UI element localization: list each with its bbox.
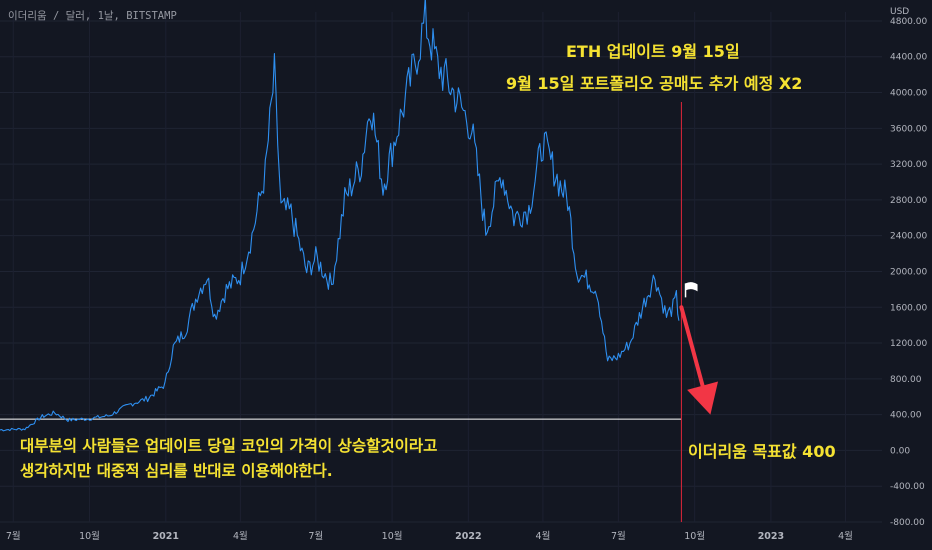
y-tick-label: 3200.00	[890, 160, 927, 170]
x-axis: 7월 10월 2021 4월 7월 10월 2022 4월 7월 10월 2023 4월	[6, 530, 853, 542]
y-tick-label: 0.00	[890, 446, 910, 456]
price-series-line	[0, 0, 680, 432]
x-gridlines	[12, 12, 847, 522]
annotation-update-date: ETH 업데이트 9월 15일	[566, 42, 740, 61]
y-tick-label: 2800.00	[890, 196, 927, 206]
x-tick-label: 4월	[233, 530, 248, 542]
annotation-short-plan: 9월 15일 포트폴리오 공매도 추가 예정 X2	[506, 74, 803, 93]
symbol-title: 이더리움 / 달러, 1날, BITSTAMP	[8, 10, 177, 22]
y-tick-label: 800.00	[890, 375, 922, 385]
y-tick-label: 4000.00	[890, 89, 927, 99]
x-tick-label: 7월	[308, 530, 323, 542]
flag-group	[684, 282, 698, 298]
down-arrow-icon	[679, 305, 705, 388]
x-tick-label: 10월	[79, 530, 100, 542]
x-tick-label: 10월	[382, 530, 403, 542]
y-tick-label: -400.00	[890, 482, 925, 492]
currency-label: USD	[890, 7, 909, 17]
x-tick-label: 2021	[153, 531, 179, 542]
x-tick-label: 7월	[611, 530, 626, 542]
x-tick-label: 4월	[536, 530, 551, 542]
annotation-crowd-note-2: 생각하지만 대중적 심리를 반대로 이용해야한다.	[20, 462, 333, 480]
x-tick-label: 10월	[684, 530, 705, 542]
annotation-target-price: 이더리움 목표값 400	[688, 442, 836, 461]
x-tick-label: 4월	[838, 530, 853, 542]
annotation-crowd-note-1: 대부분의 사람들은 업데이트 당일 코인의 가격이 상승할것이라고	[20, 437, 438, 455]
x-tick-label: 7월	[6, 530, 21, 542]
y-gridlines	[0, 20, 882, 523]
white-flag-icon	[685, 282, 698, 292]
price-series-group	[0, 0, 680, 432]
down-arrow-group	[679, 305, 719, 415]
down-arrow-head	[687, 381, 719, 415]
y-tick-label: 4400.00	[890, 53, 927, 63]
x-tick-label: 2022	[455, 531, 481, 542]
y-tick-label: 2400.00	[890, 232, 927, 242]
x-tick-label: 2023	[758, 531, 784, 542]
y-axis: USD -800.00 -400.00 0.00 400.00 800.00 1200.00…	[890, 7, 927, 528]
y-tick-label: 400.00	[890, 411, 922, 421]
y-tick-label: 1200.00	[890, 339, 927, 349]
y-tick-label: -800.00	[890, 518, 925, 528]
y-tick-label: 3600.00	[890, 124, 927, 134]
y-tick-label: 4800.00	[890, 17, 927, 27]
y-tick-label: 1600.00	[890, 303, 927, 313]
y-tick-label: 2000.00	[890, 267, 927, 277]
